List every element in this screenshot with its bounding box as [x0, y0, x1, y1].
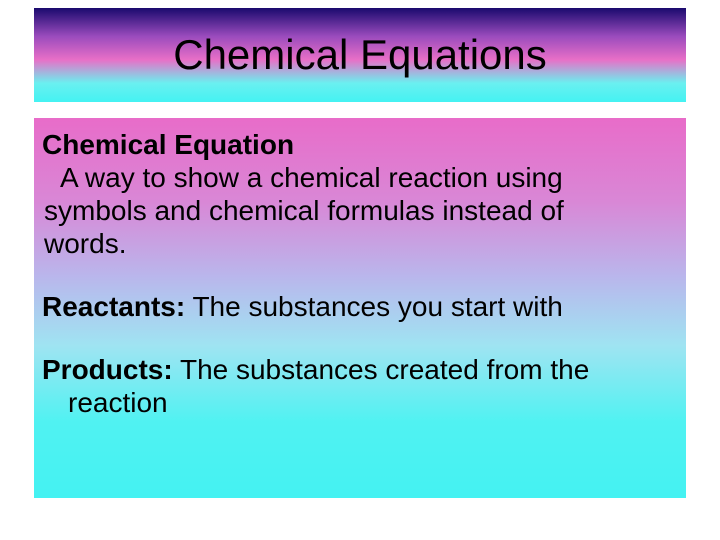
- definition-line: A way to show a chemical reaction using: [60, 161, 678, 194]
- definition-line: words.: [44, 227, 678, 260]
- definition-line: symbols and chemical formulas instead of: [44, 194, 678, 227]
- term-chemical-equation: Chemical Equation: [42, 129, 294, 160]
- slide: Chemical Equations Chemical Equation A w…: [0, 0, 720, 540]
- definition-block-chemical-equation: Chemical Equation A way to show a chemic…: [42, 128, 678, 260]
- definition-block-reactants: Reactants: The substances you start with: [42, 290, 678, 323]
- definition-line: The substances you start with: [185, 291, 563, 322]
- term-products: Products:: [42, 354, 173, 385]
- slide-title: Chemical Equations: [173, 31, 547, 79]
- title-region: Chemical Equations: [34, 8, 686, 102]
- term-reactants: Reactants:: [42, 291, 185, 322]
- definition-block-products: Products: The substances created from th…: [42, 353, 678, 419]
- body-region: Chemical Equation A way to show a chemic…: [34, 118, 686, 498]
- definition-line: reaction: [68, 386, 678, 419]
- definition-line: The substances created from the: [173, 354, 590, 385]
